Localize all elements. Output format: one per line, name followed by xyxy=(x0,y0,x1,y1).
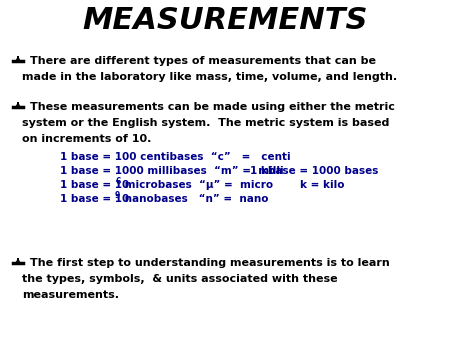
Text: 1 base = 1000 millibases  “m” =  milli: 1 base = 1000 millibases “m” = milli xyxy=(60,166,284,176)
Text: The first step to understanding measurements is to learn: The first step to understanding measurem… xyxy=(30,258,390,268)
Text: system or the English system.  The metric system is based: system or the English system. The metric… xyxy=(22,118,389,128)
Text: 1 base = 100 centibases  “c”   =   centi: 1 base = 100 centibases “c” = centi xyxy=(60,152,291,162)
Text: 6: 6 xyxy=(115,177,120,186)
Text: on increments of 10.: on increments of 10. xyxy=(22,134,151,144)
Text: MEASUREMENTS: MEASUREMENTS xyxy=(82,6,368,35)
Text: made in the laboratory like mass, time, volume, and length.: made in the laboratory like mass, time, … xyxy=(22,72,397,82)
Text: microbases  “μ” =  micro: microbases “μ” = micro xyxy=(121,180,273,190)
Text: There are different types of measurements that can be: There are different types of measurement… xyxy=(30,56,376,66)
Text: k = kilo: k = kilo xyxy=(300,180,345,190)
Text: nanobases   “n” =  nano: nanobases “n” = nano xyxy=(121,194,269,204)
Text: 1 base = 10: 1 base = 10 xyxy=(60,194,129,204)
Text: 1 base = 10: 1 base = 10 xyxy=(60,180,129,190)
Text: measurements.: measurements. xyxy=(22,290,119,300)
Text: 1 kbase = 1000 bases: 1 kbase = 1000 bases xyxy=(250,166,378,176)
Text: the types, symbols,  & units associated with these: the types, symbols, & units associated w… xyxy=(22,274,338,284)
Text: 9: 9 xyxy=(115,191,120,200)
Text: These measurements can be made using either the metric: These measurements can be made using eit… xyxy=(30,102,395,112)
